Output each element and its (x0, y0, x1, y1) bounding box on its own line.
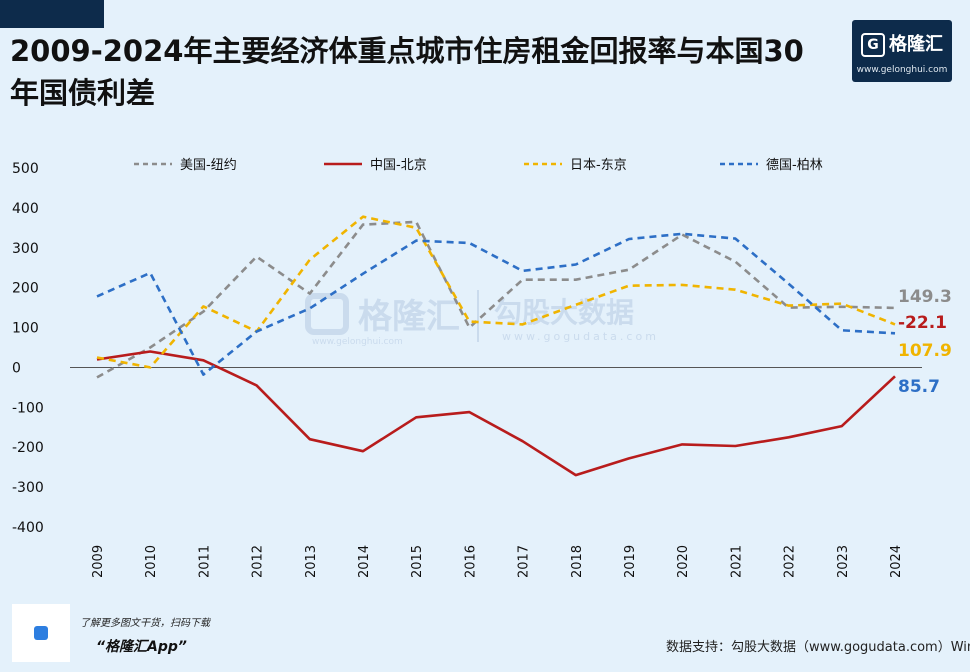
watermark-right-name: 勾股大数据 (494, 296, 634, 329)
x-axis: 2009 2010 2011 2012 2013 2014 2015 2016 2017 2018… (91, 545, 904, 578)
x-tick-label: 2020 (676, 545, 691, 578)
y-tick-label: 300 (12, 241, 39, 257)
legend-label: 美国-纽约 (180, 158, 237, 173)
x-tick-label: 2022 (783, 545, 798, 578)
y-tick-label: 100 (12, 321, 39, 337)
legend-label: 日本-东京 (570, 158, 627, 173)
end-labels: 149.3 -22.1 107.9 85.7 (898, 287, 952, 397)
series-line-2 (96, 350, 896, 477)
y-tick-label: -300 (12, 480, 44, 496)
x-tick-label: 2013 (304, 545, 319, 578)
x-tick-label: 2016 (463, 545, 478, 578)
x-tick-label: 2021 (729, 545, 744, 578)
x-tick-label: 2010 (144, 545, 159, 578)
y-tick-label: -400 (12, 520, 44, 536)
y-tick-label: 500 (12, 161, 39, 177)
brand-logo: G 格隆汇 www.gelonghui.com (852, 20, 952, 82)
x-tick-label: 2011 (197, 545, 212, 578)
x-tick-label: 2012 (251, 545, 266, 578)
x-tick-label: 2017 (517, 545, 532, 578)
x-tick-label: 2019 (623, 545, 638, 578)
watermark: 格隆汇 www.gelonghui.com 勾股大数据 www.gogudata… (305, 290, 659, 347)
x-tick-label: 2014 (357, 545, 372, 578)
x-tick-label: 2018 (570, 545, 585, 578)
y-tick-label: 400 (12, 201, 39, 217)
corner-decoration (0, 0, 104, 28)
y-tick-label: 0 (12, 360, 21, 376)
qr-code (12, 604, 70, 662)
brand-name: 格隆汇 (889, 34, 943, 55)
qr-logo-icon (34, 626, 48, 640)
brand-url: www.gelonghui.com (856, 65, 948, 75)
chart-title: 2009-2024年主要经济体重点城市住房租金回报率与本国30年国债利差 (10, 34, 804, 110)
y-tick-label: -200 (12, 440, 44, 456)
end-label: 107.9 (898, 341, 952, 361)
x-tick-label: 2023 (836, 545, 851, 578)
watermark-right-url: www.gogudata.com (502, 330, 659, 343)
legend-label: 中国-北京 (370, 158, 427, 173)
end-label: -22.1 (898, 313, 947, 333)
data-source: 数据支持：勾股大数据（www.gogudata.com）Wind (666, 640, 970, 655)
y-tick-label: 200 (12, 281, 39, 297)
series-line-3 (96, 215, 896, 369)
series-line-4 (96, 232, 896, 376)
brand-mark-icon: G (861, 33, 885, 57)
watermark-left-name: 格隆汇 (358, 297, 460, 337)
watermark-logo-icon (305, 293, 349, 335)
app-name: “格隆汇App” (96, 639, 187, 655)
end-label: 149.3 (898, 287, 952, 307)
x-tick-label: 2024 (889, 545, 904, 578)
x-tick-label: 2015 (410, 545, 425, 578)
legend-label: 德国-柏林 (766, 158, 823, 173)
chart-legend: 美国-纽约 中国-北京 日本-东京 德国-柏林 (134, 158, 823, 173)
watermark-left-url: www.gelonghui.com (312, 337, 403, 347)
end-label: 85.7 (898, 377, 940, 397)
x-tick-label: 2009 (91, 545, 106, 578)
y-axis: 500 400 300 200 100 0 -100 -200 -300 -400 (12, 161, 922, 536)
y-tick-label: -100 (12, 400, 44, 416)
chart-series (96, 215, 896, 477)
download-hint: 了解更多图文干货，扫码下载 (80, 618, 210, 629)
